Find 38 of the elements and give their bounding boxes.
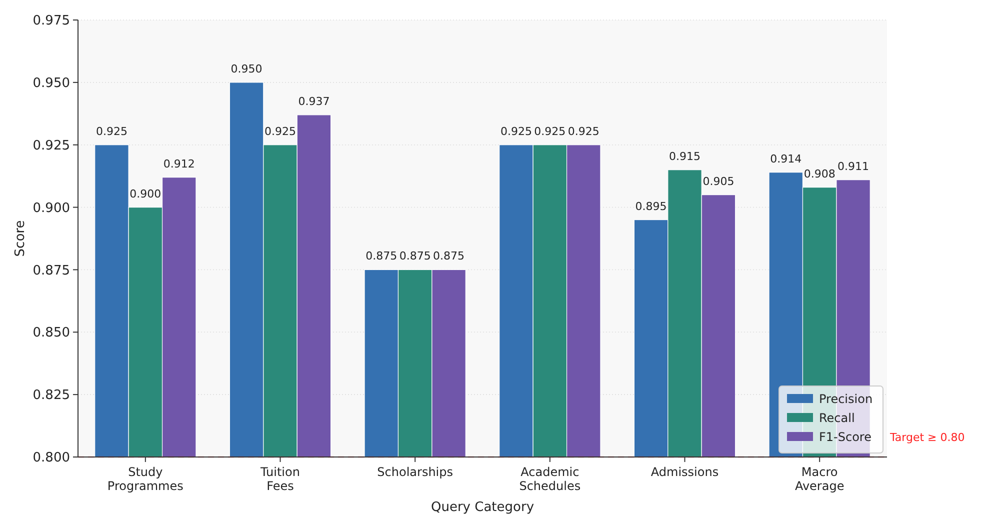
data-label: 0.915 [669,150,700,163]
x-tick-label: Academic Schedules [519,465,581,493]
data-label: 0.914 [770,152,802,166]
data-label: 0.908 [804,167,836,180]
data-label: 0.905 [702,174,734,188]
legend-label: Precision [819,392,873,406]
data-label: 0.875 [433,250,465,263]
data-label: 0.925 [96,124,128,138]
data-label: 0.912 [163,157,195,170]
data-label: 0.895 [635,200,667,213]
data-label: 0.900 [130,187,162,200]
data-label: 0.925 [500,124,532,138]
x-axis-title: Query Category [430,500,534,515]
y-tick-label: 0.800 [32,450,70,466]
x-tick-label: Macro Average [794,465,844,493]
ref-line-label: Target ≥ 0.80 [889,431,965,444]
legend-label: F1-Score [819,430,872,444]
data-label: 0.911 [838,160,870,173]
x-tick-label: Tuition Fees [260,465,300,493]
data-label: 0.925 [568,124,600,138]
y-tick-label: 0.850 [32,326,70,341]
y-tick-label: 0.875 [32,263,70,278]
data-label: 0.937 [298,94,330,108]
y-tick-label: 0.950 [32,76,70,91]
data-label: 0.925 [264,124,296,138]
y-tick-label: 0.825 [32,388,70,404]
y-tick-label: 0.925 [32,138,70,154]
data-label: 0.875 [366,250,398,263]
x-tick-label: Study Programmes [107,465,184,493]
x-tick-label: Scholarships [377,465,454,479]
x-tick-label: Admissions [650,465,719,479]
data-label: 0.950 [230,62,262,76]
y-axis-title: Score [13,220,28,257]
legend-label: Recall [819,411,855,426]
y-tick-label: 0.975 [32,14,70,29]
y-tick-label: 0.900 [32,200,70,216]
data-label: 0.875 [399,250,431,263]
data-label: 0.925 [534,124,566,138]
